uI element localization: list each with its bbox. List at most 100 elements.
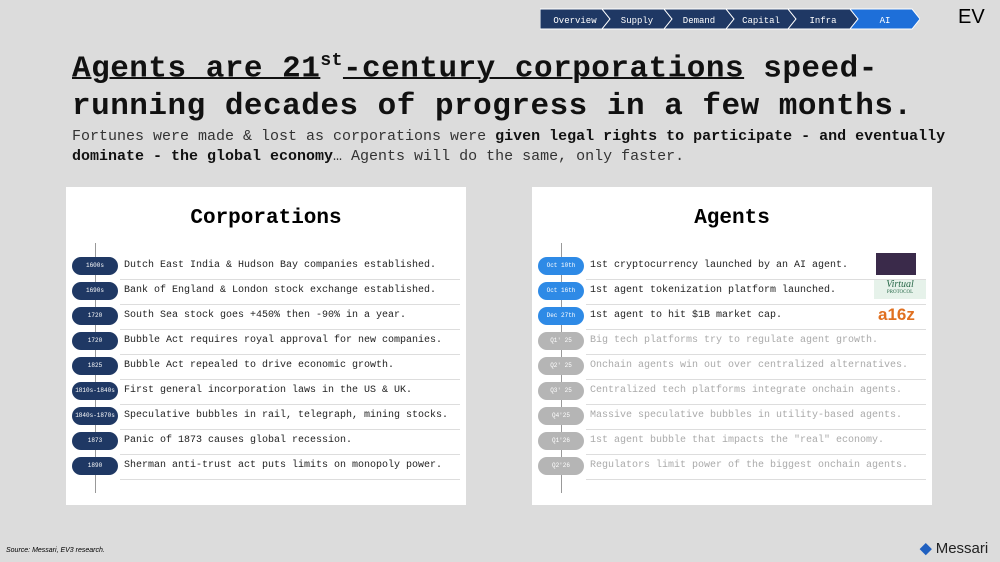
- row-separator: [120, 454, 460, 455]
- date-pill: Oct 16th: [538, 282, 584, 300]
- event-text: Sherman anti-trust act puts limits on mo…: [124, 460, 443, 471]
- row-separator: [120, 429, 460, 430]
- timeline-row: Q3' 25 Centralized tech platforms integra…: [532, 380, 932, 405]
- nav-label: AI: [880, 16, 891, 26]
- event-text: Onchain agents win out over centralized …: [590, 360, 909, 371]
- subtitle: Fortunes were made & lost as corporation…: [72, 127, 972, 167]
- event-text: South Sea stock goes +450% then -90% in …: [124, 310, 407, 321]
- date-pill: Dec 27th: [538, 307, 584, 325]
- timeline-row: 1890 Sherman anti-trust act puts limits o…: [66, 455, 466, 480]
- row-separator: [120, 329, 460, 330]
- date-pill: 1810s-1840s: [72, 382, 118, 400]
- nav-bar: Overview Supply Demand Capital Infra AI: [540, 8, 920, 30]
- timeline-row: 1720 Bubble Act requires royal approval f…: [66, 330, 466, 355]
- event-text: Regulators limit power of the biggest on…: [590, 460, 909, 471]
- timeline-row: Q1' 25 Big tech platforms try to regulate…: [532, 330, 932, 355]
- event-text: Speculative bubbles in rail, telegraph, …: [124, 410, 449, 421]
- panel: Agents Virtual PROTOCOL a16z Oct 10th 1st …: [532, 187, 932, 505]
- event-text: Bank of England & London stock exchange …: [124, 285, 437, 296]
- logo-image: [876, 253, 916, 275]
- event-text: First general incorporation laws in the …: [124, 385, 413, 396]
- subtitle-part: … Agents will do the same, only faster.: [333, 148, 685, 165]
- date-pill: Q1' 25: [538, 332, 584, 350]
- event-text: Centralized tech platforms integrate onc…: [590, 385, 903, 396]
- date-pill: Q2' 25: [538, 357, 584, 375]
- event-text: Bubble Act requires royal approval for n…: [124, 335, 443, 346]
- timeline-row: 1810s-1840s First general incorporation l…: [66, 380, 466, 405]
- row-separator: [120, 279, 460, 280]
- row-separator: [120, 379, 460, 380]
- date-pill: 1825: [72, 357, 118, 375]
- nav-label: Supply: [621, 16, 654, 26]
- date-pill: Q2'26: [538, 457, 584, 475]
- row-separator: [120, 404, 460, 405]
- date-pill: Oct 10th: [538, 257, 584, 275]
- panel-title: Corporations: [190, 207, 342, 230]
- nav-label: Infra: [809, 16, 837, 26]
- row-separator: [586, 379, 926, 380]
- timeline-row: 1720 South Sea stock goes +450% then -90%…: [66, 305, 466, 330]
- subtitle-part: given legal rights to participate - and …: [72, 128, 946, 165]
- event-text: 1st agent bubble that impacts the "real"…: [590, 435, 885, 446]
- date-pill: 1840s-1870s: [72, 407, 118, 425]
- panel-title: Agents: [694, 207, 770, 230]
- row-separator: [120, 304, 460, 305]
- date-pill: Q4'25: [538, 407, 584, 425]
- event-text: Big tech platforms try to regulate agent…: [590, 335, 879, 346]
- row-separator: [586, 404, 926, 405]
- logo-text: a16z: [878, 305, 915, 324]
- nav-tab: [848, 8, 920, 30]
- timeline-row: Q2' 25 Onchain agents win out over centra…: [532, 355, 932, 380]
- panel: Corporations 1600s Dutch East India & Hud…: [66, 187, 466, 505]
- timeline-row: Q1'26 1st agent bubble that impacts the "…: [532, 430, 932, 455]
- timeline-row: 1825 Bubble Act repealed to drive economi…: [66, 355, 466, 380]
- event-text: Panic of 1873 causes global recession.: [124, 435, 353, 446]
- logo-text: Virtual: [886, 279, 914, 290]
- row-separator: [586, 354, 926, 355]
- row-separator: [586, 429, 926, 430]
- title-part: -century corporations: [342, 51, 745, 87]
- date-pill: Q1'26: [538, 432, 584, 450]
- source: Source: Messari, EV3 research.: [6, 547, 105, 554]
- date-pill: 1720: [72, 332, 118, 350]
- title: Agents are 21st-century corporations spe…: [72, 42, 972, 126]
- title-part: speed-running decades of progress in a f…: [72, 51, 913, 125]
- brand: ◆ Messari: [920, 540, 989, 557]
- timeline-row: Q4'25 Massive speculative bubbles in util…: [532, 405, 932, 430]
- timeline-row: 1690s Bank of England & London stock exch…: [66, 280, 466, 305]
- row-separator: [120, 479, 460, 480]
- nav-label: Demand: [683, 16, 715, 26]
- timeline-row: Oct 16th 1st agent tokenization platform …: [532, 280, 932, 305]
- timeline-row: 1840s-1870s Speculative bubbles in rail, …: [66, 405, 466, 430]
- row-separator: [586, 279, 926, 280]
- timeline-row: 1873 Panic of 1873 causes global recessio…: [66, 430, 466, 455]
- nav-label: Capital: [742, 16, 780, 26]
- date-pill: 1873: [72, 432, 118, 450]
- timeline-row: 1600s Dutch East India & Hudson Bay compa…: [66, 255, 466, 280]
- date-pill: Q3' 25: [538, 382, 584, 400]
- date-pill: 1600s: [72, 257, 118, 275]
- event-text: 1st agent to hit $1B market cap.: [590, 310, 783, 321]
- date-pill: 1690s: [72, 282, 118, 300]
- timeline-row: Dec 27th 1st agent to hit $1B market cap.: [532, 305, 932, 330]
- brand-text: Messari: [935, 540, 989, 557]
- event-text: Dutch East India & Hudson Bay companies …: [124, 260, 437, 271]
- title-sup: st: [320, 51, 343, 71]
- nav-label: Overview: [553, 16, 597, 26]
- row-separator: [586, 304, 926, 305]
- title-part: Agents are 21: [72, 51, 321, 87]
- logo: EV: [958, 6, 985, 28]
- row-separator: [586, 479, 926, 480]
- event-text: 1st agent tokenization platform launched…: [590, 285, 837, 296]
- row-separator: [586, 454, 926, 455]
- subtitle-part: Fortunes were made & lost as corporation…: [72, 128, 496, 145]
- logo-image: Virtual PROTOCOL: [874, 279, 926, 299]
- row-separator: [120, 354, 460, 355]
- row-separator: [586, 329, 926, 330]
- event-text: Massive speculative bubbles in utility-b…: [590, 410, 903, 421]
- logo-text: PROTOCOL: [886, 290, 914, 295]
- event-text: 1st cryptocurrency launched by an AI age…: [590, 260, 849, 271]
- timeline-row: Oct 10th 1st cryptocurrency launched by a…: [532, 255, 932, 280]
- date-pill: 1720: [72, 307, 118, 325]
